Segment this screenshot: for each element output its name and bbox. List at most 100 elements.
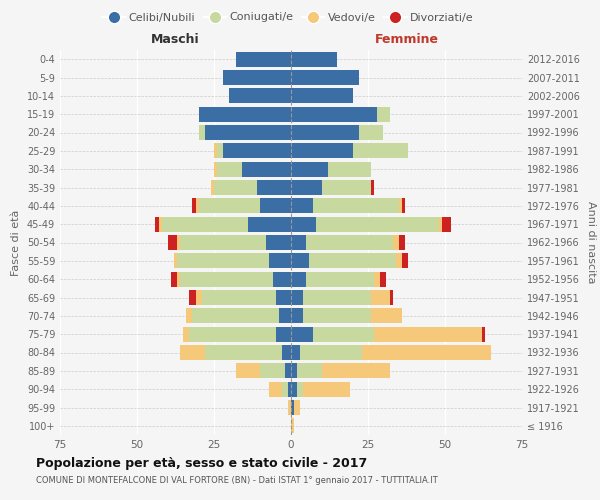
Bar: [291, 70, 359, 85]
Y-axis label: Fasce di età: Fasce di età: [11, 210, 21, 276]
Bar: [282, 382, 288, 396]
Bar: [374, 326, 482, 342]
Bar: [260, 364, 285, 378]
Bar: [199, 198, 260, 214]
Bar: [202, 290, 275, 305]
Bar: [242, 162, 291, 176]
Y-axis label: Anni di nascita: Anni di nascita: [586, 201, 596, 284]
Bar: [177, 254, 269, 268]
Bar: [180, 345, 205, 360]
Bar: [211, 180, 214, 195]
Bar: [161, 216, 248, 232]
Bar: [177, 272, 180, 286]
Text: Popolazione per età, sesso e stato civile - 2017: Popolazione per età, sesso e stato civil…: [36, 458, 367, 470]
Bar: [316, 216, 439, 232]
Bar: [328, 162, 371, 176]
Bar: [291, 308, 304, 324]
Bar: [291, 382, 297, 396]
Bar: [304, 290, 371, 305]
Bar: [291, 400, 294, 415]
Bar: [214, 162, 217, 176]
Bar: [442, 216, 451, 232]
Bar: [291, 290, 304, 305]
Bar: [392, 235, 399, 250]
Bar: [272, 272, 291, 286]
Bar: [291, 125, 359, 140]
Bar: [291, 52, 337, 66]
Bar: [196, 290, 202, 305]
Bar: [291, 88, 353, 104]
Bar: [291, 180, 322, 195]
Bar: [223, 70, 291, 85]
Bar: [217, 162, 242, 176]
Bar: [304, 308, 371, 324]
Bar: [285, 364, 291, 378]
Bar: [199, 106, 291, 122]
Bar: [288, 400, 291, 415]
Bar: [377, 106, 389, 122]
Bar: [183, 326, 190, 342]
Legend: Celibi/Nubili, Coniugati/e, Vedovi/e, Divorziati/e: Celibi/Nubili, Coniugati/e, Vedovi/e, Di…: [98, 8, 478, 27]
Bar: [180, 272, 272, 286]
Bar: [310, 254, 396, 268]
Bar: [300, 345, 362, 360]
Bar: [322, 180, 371, 195]
Bar: [291, 106, 377, 122]
Bar: [217, 144, 223, 158]
Bar: [248, 216, 291, 232]
Bar: [291, 418, 294, 434]
Bar: [193, 308, 278, 324]
Bar: [297, 382, 304, 396]
Bar: [229, 88, 291, 104]
Bar: [257, 180, 291, 195]
Bar: [282, 345, 291, 360]
Bar: [291, 254, 310, 268]
Bar: [291, 235, 307, 250]
Bar: [380, 272, 386, 286]
Bar: [291, 216, 316, 232]
Text: Maschi: Maschi: [151, 33, 200, 46]
Bar: [297, 364, 322, 378]
Bar: [171, 272, 177, 286]
Bar: [275, 326, 291, 342]
Bar: [190, 326, 275, 342]
Bar: [371, 290, 389, 305]
Bar: [186, 308, 193, 324]
Bar: [193, 198, 196, 214]
Bar: [275, 290, 291, 305]
Bar: [304, 382, 350, 396]
Bar: [269, 382, 282, 396]
Bar: [174, 254, 177, 268]
Bar: [205, 125, 291, 140]
Bar: [353, 144, 408, 158]
Bar: [322, 364, 389, 378]
Bar: [205, 345, 282, 360]
Bar: [278, 308, 291, 324]
Bar: [291, 144, 353, 158]
Bar: [177, 235, 180, 250]
Bar: [260, 198, 291, 214]
Bar: [362, 345, 491, 360]
Bar: [168, 235, 177, 250]
Bar: [190, 290, 196, 305]
Bar: [294, 400, 300, 415]
Bar: [359, 125, 383, 140]
Bar: [266, 235, 291, 250]
Bar: [158, 216, 161, 232]
Bar: [291, 272, 307, 286]
Bar: [313, 198, 399, 214]
Text: COMUNE DI MONTEFALCONE DI VAL FORTORE (BN) - Dati ISTAT 1° gennaio 2017 - TUTTIT: COMUNE DI MONTEFALCONE DI VAL FORTORE (B…: [36, 476, 438, 485]
Bar: [269, 254, 291, 268]
Bar: [155, 216, 158, 232]
Bar: [313, 326, 374, 342]
Bar: [396, 254, 402, 268]
Bar: [236, 52, 291, 66]
Bar: [482, 326, 485, 342]
Bar: [223, 144, 291, 158]
Text: Femmine: Femmine: [374, 33, 439, 46]
Bar: [439, 216, 442, 232]
Bar: [291, 364, 297, 378]
Bar: [402, 198, 405, 214]
Bar: [180, 235, 266, 250]
Bar: [402, 254, 408, 268]
